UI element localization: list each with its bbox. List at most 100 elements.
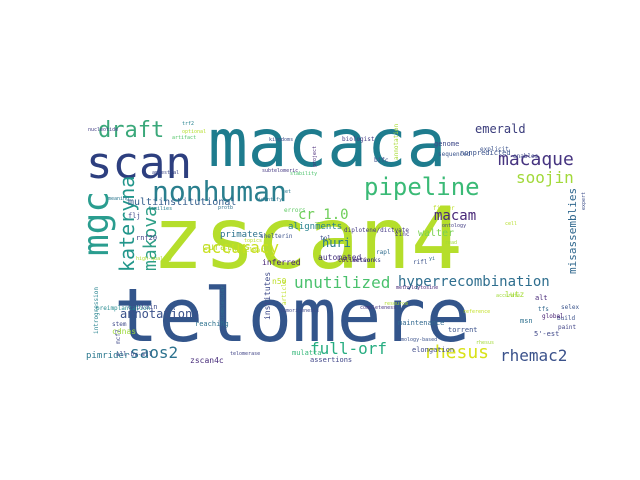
- cloud-word-meaning: meaning: [108, 196, 129, 202]
- cloud-word-selex: selex: [561, 304, 579, 311]
- cloud-word-tfs: tfs: [538, 306, 549, 313]
- cloud-word-walter: walter: [418, 228, 454, 239]
- cloud-word-resource: resource: [384, 301, 408, 307]
- cloud-word-all-by-all: all-by-all: [116, 351, 153, 358]
- cloud-word-identify: identify: [258, 197, 282, 203]
- cloud-word-zinc: zinc: [395, 231, 410, 238]
- cloud-word-zscan4c: zscan4c: [190, 356, 224, 365]
- cloud-word-families: families: [148, 206, 172, 212]
- cloud-word-torrent: torrent: [448, 326, 478, 334]
- cloud-word-networks: networks: [352, 257, 381, 264]
- cloud-word-maintenance: maintenance: [398, 319, 444, 327]
- cloud-word-pimrider: pimrider: [86, 351, 130, 361]
- cloud-word-lutz: lutz: [505, 290, 524, 299]
- cloud-word-automated: automated: [318, 253, 362, 262]
- cloud-word-kingdoms: kingdoms: [269, 137, 293, 143]
- cloud-word-errors: errors: [284, 207, 306, 214]
- cloud-word-nonhuman: nonhuman: [152, 175, 287, 208]
- cloud-word-macaca: macaca: [208, 105, 446, 182]
- cloud-word-collection: collection: [338, 257, 375, 264]
- cloud-word-huri: huri: [322, 236, 351, 250]
- cloud-word-sequenced: sequenced: [438, 151, 471, 158]
- cloud-word-paint: paint: [558, 324, 576, 331]
- cloud-word-emerald: emerald: [475, 122, 526, 136]
- cloud-word-build: build: [557, 315, 575, 322]
- cloud-word-rhemac2: rhemac2: [500, 346, 567, 365]
- cloud-word-ontology: ontology: [442, 223, 466, 229]
- cloud-word-soojin: soojin: [516, 168, 574, 187]
- cloud-word-rapl: rapl: [376, 249, 391, 256]
- cloud-word-ancestral: ancestral: [152, 170, 179, 176]
- cloud-word-bifc: bifc: [374, 157, 389, 164]
- cloud-word-preimplantation: preimplantation: [96, 305, 151, 312]
- cloud-word-stem: stem: [112, 321, 127, 328]
- cloud-word-kateryna: kateryna: [115, 176, 139, 272]
- cloud-word-expert: expert: [581, 192, 587, 210]
- cloud-word-introgression: introgression: [93, 287, 100, 334]
- cloud-word-finger: finger: [433, 205, 455, 212]
- cloud-word-cytonuclear: cytonuclear: [224, 247, 264, 254]
- cloud-word-set: set: [282, 189, 291, 195]
- cloud-word-draft: draft: [98, 118, 164, 143]
- cloud-word-methylcytosine: methylcytosine: [396, 285, 438, 291]
- cloud-word-shelterin: shelterin: [260, 233, 293, 240]
- cloud-word-rnf20: rnf20: [136, 234, 157, 242]
- cloud-word-pipeline: pipeline: [364, 173, 480, 201]
- cloud-word-annotation: annotation: [393, 123, 400, 160]
- cloud-word-unutilized: unutilized: [294, 273, 390, 292]
- cloud-word-optional: optional: [182, 129, 206, 135]
- cloud-word-cdnas: cdnas: [112, 327, 136, 336]
- cloud-word-topics: topics: [244, 238, 262, 244]
- cloud-word-stability: stability: [290, 171, 317, 177]
- cloud-word-flj: flj: [128, 212, 141, 220]
- cloud-word-zscan4: zscan4: [152, 189, 463, 289]
- cloud-word-telomerase: telomerase: [230, 351, 260, 357]
- cloud-word-tol: tol: [320, 235, 331, 242]
- cloud-word-hyperrecombination: hyperrecombination: [398, 274, 550, 290]
- cloud-word-curators: curators: [202, 242, 250, 253]
- cloud-word-misassemblies: misassemblies: [566, 188, 579, 274]
- cloud-word-inferred: inferred: [262, 258, 301, 267]
- cloud-word-mcf7: mcf7: [115, 329, 122, 344]
- cloud-word-nonpredicted: nonpredicted: [460, 149, 511, 157]
- cloud-word-msn: msn: [520, 317, 533, 325]
- cloud-word-biomolecular: biomolecular: [220, 286, 226, 322]
- cloud-word-alt: alt: [535, 294, 548, 302]
- cloud-word-full-orf: full-orf: [310, 339, 387, 358]
- cloud-word-protb: protb: [218, 205, 233, 211]
- cloud-word-makova: makova: [140, 206, 161, 271]
- cloud-word-trf2: trf2: [182, 121, 194, 127]
- cloud-word-saos2: saos2: [130, 343, 178, 362]
- cloud-word-explain: explain: [128, 303, 158, 311]
- cloud-word-accurate: accurate: [496, 293, 520, 299]
- cloud-word-diplotene-dictyate: diplotene/dictyate: [344, 227, 409, 234]
- cloud-word-assertions: assertions: [310, 356, 352, 364]
- cloud-word-reaching: reaching: [195, 320, 229, 328]
- cloud-word-rhesus: rhesus: [476, 340, 494, 346]
- cloud-word-accuracy: accuracy: [202, 238, 279, 257]
- cloud-word-tumorigenesis: tumorigenesis: [280, 308, 319, 314]
- cloud-word-scan: scan: [86, 138, 192, 189]
- cloud-word-completeness: completeness: [360, 305, 396, 311]
- cloud-word-alignments: alignments: [288, 222, 342, 232]
- cloud-word-nucleotide: nucleotide: [88, 127, 118, 133]
- cloud-word-macam: macam: [434, 208, 476, 224]
- cloud-word-enables: enables: [513, 153, 539, 160]
- cloud-word-telomere: telomere: [114, 273, 470, 359]
- cloud-word-homology-based: homology-based: [395, 337, 437, 343]
- cloud-word-project: project: [312, 146, 318, 167]
- cloud-word-high-quality: high-quality: [136, 256, 172, 262]
- cloud-word-mulatta: mulatta: [292, 349, 322, 357]
- cloud-word-yi: yi: [429, 256, 435, 262]
- cloud-word-cr-1-0: cr_1.0: [298, 207, 349, 223]
- cloud-word-biologist: biologist: [342, 136, 375, 143]
- cloud-word-explicit: explicit: [480, 146, 509, 153]
- cloud-word-global: global: [542, 313, 564, 320]
- cloud-word-genome: genome: [434, 140, 459, 148]
- cloud-word-article: article: [281, 279, 288, 305]
- cloud-word-cell: cell: [505, 221, 517, 227]
- cloud-word-institutes: institutes: [263, 272, 272, 320]
- cloud-word-artifact: artifact: [172, 135, 196, 141]
- cloud-word-rifl: rifl: [413, 259, 428, 266]
